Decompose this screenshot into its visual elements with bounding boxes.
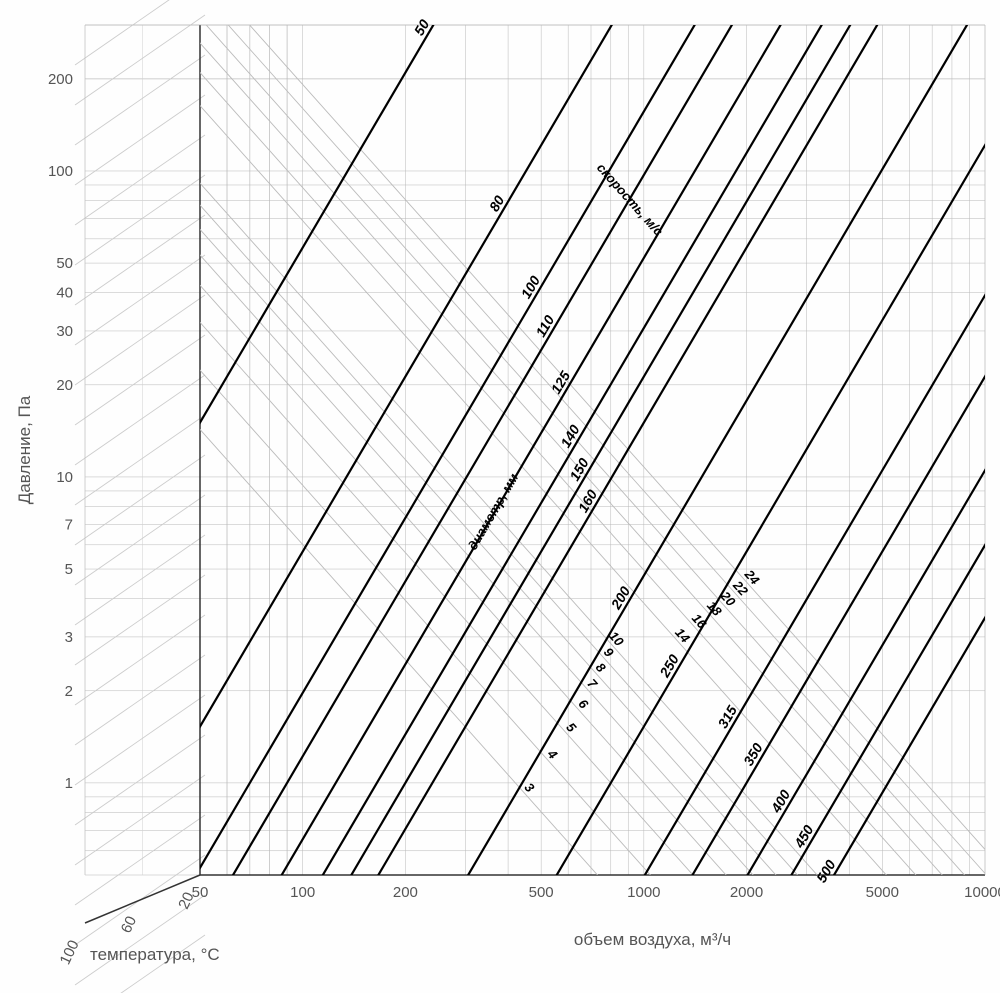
velocity-family-label: скорость, м/с xyxy=(594,160,667,239)
y-axis-title: Давление, Па xyxy=(15,395,34,504)
diameter-line-label: 140 xyxy=(557,422,583,450)
diameter-line-label: 125 xyxy=(548,368,574,396)
velocity-line-label: 16 xyxy=(689,611,710,632)
x-tick-label: 100 xyxy=(290,884,315,901)
y-tick-label: 200 xyxy=(48,71,73,88)
diameter-line-label: 50 xyxy=(411,16,433,38)
velocity-line-label: 7 xyxy=(584,676,601,692)
y-tick-label: 5 xyxy=(65,561,73,578)
chart-svg: 5080100110125140150160200250315350400450… xyxy=(0,0,1000,993)
diameter-line-label: 450 xyxy=(790,822,816,851)
x-axis-title: объем воздуха, м³/ч xyxy=(574,930,731,949)
velocity-line-label: 6 xyxy=(575,696,592,712)
velocity-line-label: 3 xyxy=(521,780,538,796)
nomograph-chart: 5080100110125140150160200250315350400450… xyxy=(0,0,1000,993)
velocity-line-label: 14 xyxy=(672,625,693,646)
velocity-line-label: 8 xyxy=(593,660,610,676)
y-tick-label: 30 xyxy=(56,323,73,340)
x-tick-label: 2000 xyxy=(730,884,763,901)
y-tick-label: 10 xyxy=(56,469,73,486)
y-tick-label: 2 xyxy=(65,683,73,700)
y-tick-label: 3 xyxy=(65,629,73,646)
temp-axis-title: температура, °C xyxy=(90,945,220,964)
diameter-line-label: 150 xyxy=(566,455,592,483)
temp-tick-label: 60 xyxy=(118,914,140,936)
x-tick-label: 5000 xyxy=(866,884,899,901)
diameter-line-label: 110 xyxy=(532,312,557,340)
x-tick-label: 200 xyxy=(393,884,418,901)
velocity-line-label: 5 xyxy=(563,720,580,736)
diameter-line-label: 350 xyxy=(740,740,766,768)
velocity-line-label: 4 xyxy=(544,746,561,763)
diameter-line-label: 80 xyxy=(486,192,508,214)
x-tick-label: 1000 xyxy=(627,884,660,901)
diameter-line-label: 250 xyxy=(656,651,682,680)
y-tick-label: 50 xyxy=(56,255,73,272)
diameter-line-label: 200 xyxy=(607,583,633,612)
x-tick-label: 500 xyxy=(529,884,554,901)
y-tick-label: 20 xyxy=(56,377,73,394)
y-tick-label: 40 xyxy=(56,285,73,302)
diameter-line-label: 400 xyxy=(767,787,793,816)
x-tick-label: 10000 xyxy=(964,884,1000,901)
y-tick-label: 1 xyxy=(65,775,73,792)
y-tick-label: 7 xyxy=(65,516,73,533)
y-tick-label: 100 xyxy=(48,163,73,180)
diameter-line-label: 100 xyxy=(518,273,544,301)
diameter-line-label: 500 xyxy=(813,857,839,885)
